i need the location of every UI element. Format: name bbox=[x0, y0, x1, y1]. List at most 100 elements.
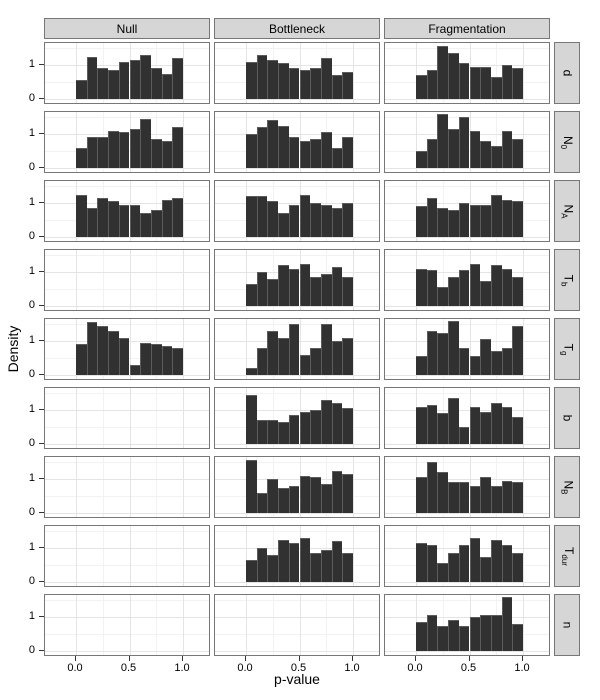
histogram-bar bbox=[448, 482, 459, 513]
histogram-panel-fragmentation-na bbox=[384, 180, 550, 242]
histogram-bar bbox=[501, 65, 513, 99]
histogram-bar bbox=[426, 404, 438, 444]
gridline-major bbox=[299, 319, 301, 379]
histogram-bar bbox=[320, 324, 332, 375]
gridline-minor bbox=[272, 595, 274, 655]
histogram-bar bbox=[140, 342, 151, 375]
gridline-major bbox=[76, 43, 77, 103]
gridline-major bbox=[129, 457, 131, 517]
x-tick-mark bbox=[128, 656, 130, 661]
y-tick-label: 1 bbox=[28, 334, 35, 346]
x-tick-mark bbox=[182, 656, 183, 661]
histogram-bar bbox=[331, 341, 343, 375]
histogram-bar bbox=[512, 623, 523, 651]
histogram-bar bbox=[108, 201, 119, 237]
gridline-major bbox=[385, 479, 549, 480]
histogram-bar bbox=[278, 213, 289, 237]
histogram-bar bbox=[342, 473, 353, 513]
histogram-bar bbox=[320, 273, 332, 306]
histogram-bar bbox=[331, 541, 343, 582]
histogram-bar bbox=[437, 625, 449, 651]
histogram-panel-bottleneck-tdur bbox=[214, 525, 380, 587]
histogram-panel-bottleneck-b bbox=[214, 387, 380, 449]
histogram-bar bbox=[426, 70, 438, 99]
histogram-bar bbox=[469, 485, 481, 513]
histogram-bar bbox=[320, 399, 332, 444]
histogram-bar bbox=[469, 406, 481, 444]
gridline-minor bbox=[215, 531, 379, 532]
histogram-bar bbox=[490, 351, 502, 375]
gridline-major bbox=[353, 43, 354, 103]
facet-strip-label: NB bbox=[559, 479, 576, 495]
gridline-minor bbox=[102, 457, 104, 517]
histogram-bar bbox=[320, 484, 332, 513]
gridline-major bbox=[246, 595, 247, 655]
facet-strip-label: Bottleneck bbox=[268, 21, 326, 36]
histogram-bar bbox=[512, 482, 523, 513]
gridline-minor bbox=[385, 531, 549, 532]
histogram-bar bbox=[108, 70, 119, 99]
histogram-bar bbox=[458, 625, 470, 651]
gridline-minor bbox=[215, 462, 379, 463]
histogram-bar bbox=[458, 544, 470, 582]
histogram-bar bbox=[512, 553, 523, 582]
gridline-major bbox=[523, 457, 524, 517]
histogram-bar bbox=[267, 59, 279, 99]
histogram-bar bbox=[501, 268, 513, 306]
histogram-bar bbox=[299, 411, 311, 444]
histogram-bar bbox=[469, 617, 481, 651]
gridline-minor bbox=[442, 595, 444, 655]
facet-strip-label: N0 bbox=[559, 135, 576, 149]
histogram-bar bbox=[458, 347, 470, 375]
gridline-major bbox=[385, 237, 549, 238]
gridline-minor bbox=[385, 186, 549, 187]
histogram-bar bbox=[97, 137, 109, 168]
histogram-bar bbox=[86, 322, 98, 375]
histogram-bar bbox=[97, 197, 109, 237]
histogram-bar bbox=[458, 203, 470, 237]
histogram-bar bbox=[331, 75, 343, 99]
gridline-major bbox=[385, 375, 549, 376]
histogram-bar bbox=[437, 113, 449, 168]
histogram-bar bbox=[512, 277, 523, 306]
gridline-major bbox=[129, 388, 131, 448]
gridline-major bbox=[215, 617, 379, 618]
gridline-minor bbox=[102, 250, 104, 310]
histogram-bar bbox=[299, 354, 311, 375]
histogram-bar bbox=[426, 462, 438, 513]
histogram-bar bbox=[76, 147, 87, 168]
gridline-minor bbox=[215, 600, 379, 601]
histogram-bar bbox=[256, 196, 268, 237]
gridline-major bbox=[45, 651, 209, 652]
histogram-bar bbox=[161, 73, 173, 99]
histogram-bar bbox=[267, 479, 279, 513]
histogram-bar bbox=[480, 615, 491, 651]
gridline-major bbox=[76, 595, 77, 655]
histogram-bar bbox=[256, 127, 268, 168]
histogram-bar bbox=[512, 201, 523, 237]
gridline-major bbox=[183, 457, 184, 517]
gridline-major bbox=[416, 319, 417, 379]
gridline-major bbox=[183, 388, 184, 448]
y-tick-label: 1 bbox=[28, 610, 35, 622]
histogram-panel-bottleneck-d bbox=[214, 42, 380, 104]
gridline-minor bbox=[385, 255, 549, 256]
gridline-major bbox=[215, 168, 379, 169]
histogram-bar bbox=[448, 277, 459, 306]
gridline-major bbox=[45, 410, 209, 411]
histogram-panel-fragmentation-tdur bbox=[384, 525, 550, 587]
histogram-bar bbox=[501, 130, 513, 168]
histogram-bar bbox=[129, 364, 141, 375]
histogram-bar bbox=[118, 61, 130, 99]
histogram-bar bbox=[512, 139, 523, 168]
gridline-minor bbox=[45, 117, 209, 118]
facet-strip-col-bottleneck: Bottleneck bbox=[214, 18, 380, 39]
facet-strip-label: Null bbox=[116, 21, 138, 36]
gridline-major bbox=[385, 582, 549, 583]
histogram-bar bbox=[480, 411, 491, 444]
y-tick-mark bbox=[39, 409, 44, 410]
histogram-bar bbox=[256, 54, 268, 99]
histogram-bar bbox=[490, 615, 502, 651]
histogram-bar bbox=[288, 68, 300, 99]
y-tick-label: 1 bbox=[28, 127, 35, 139]
